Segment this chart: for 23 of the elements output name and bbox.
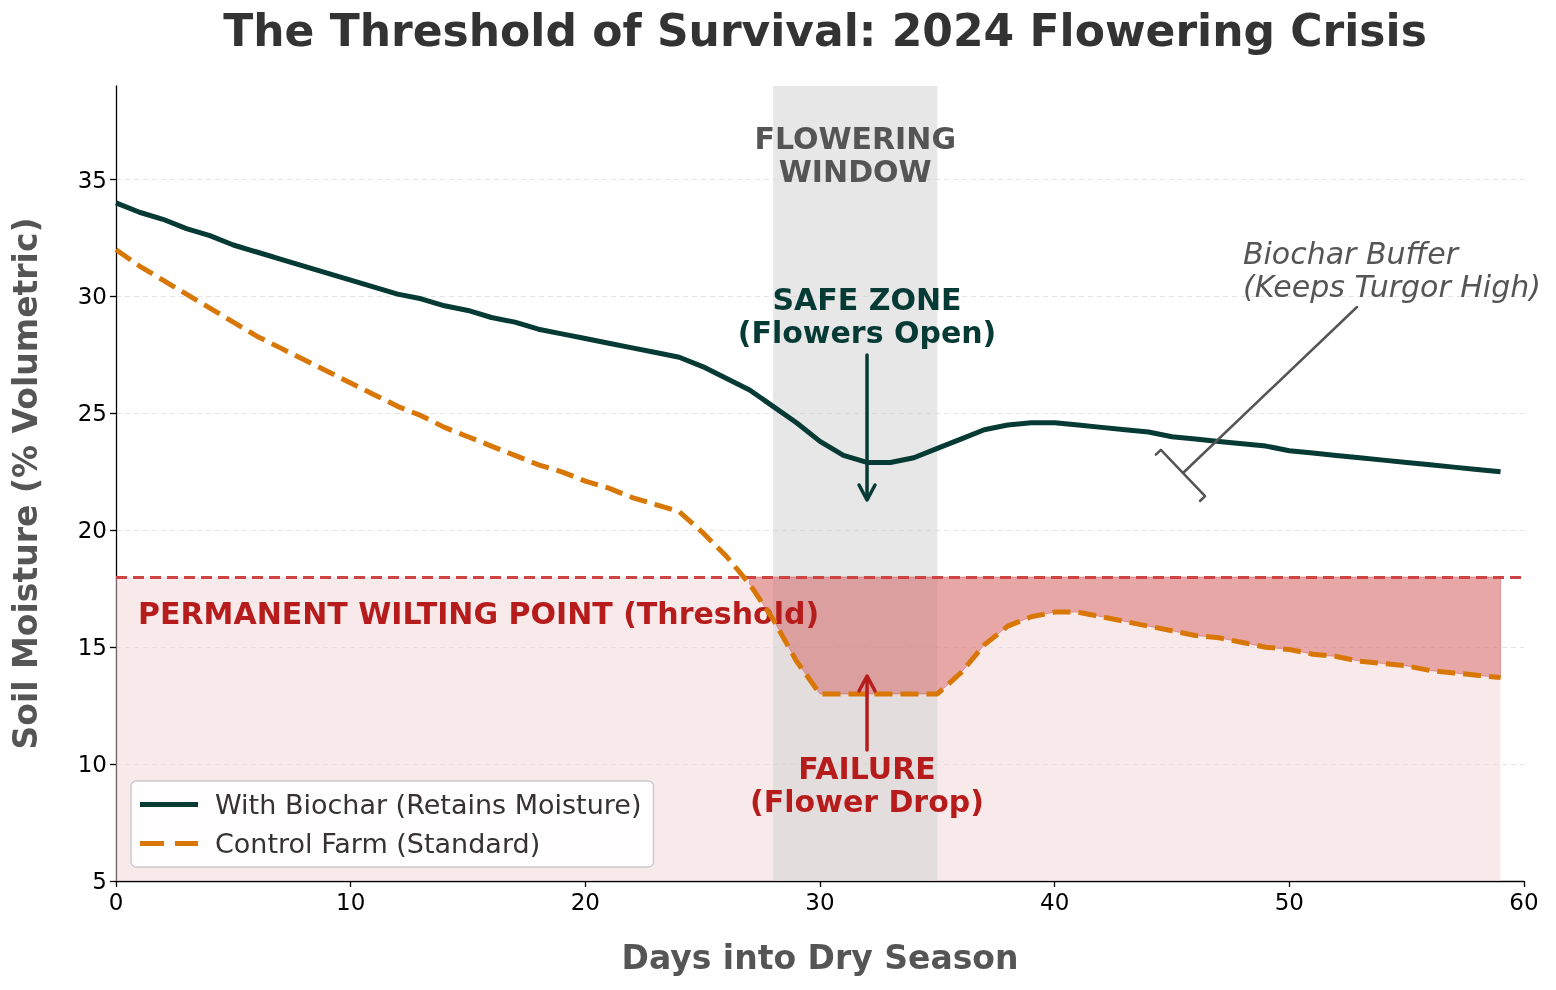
legend-label: Control Farm (Standard) (215, 828, 541, 859)
band-label: FLOWERING WINDOW (754, 121, 957, 189)
y-tick-label: 5 (92, 868, 107, 894)
legend-label: With Biochar (Retains Moisture) (215, 789, 642, 820)
y-tick-label: 20 (77, 517, 107, 544)
x-tick-label: 40 (1040, 888, 1070, 915)
y-tick-label: 25 (77, 400, 107, 427)
y-axis-title: Soil Moisture (% Volumetric) (6, 217, 45, 750)
annotation: FAILURE (Flower Drop) (750, 751, 984, 819)
x-tick-label: 60 (1509, 888, 1539, 915)
annotation: SAFE ZONE (Flowers Open) (737, 282, 997, 351)
x-tick-label: 10 (336, 888, 366, 915)
y-tick-label: 15 (77, 634, 107, 661)
y-tick-label: 35 (77, 166, 107, 193)
annotation: Biochar Buffer (Keeps Turgor High) (1242, 236, 1541, 305)
x-tick-label: 50 (1274, 888, 1304, 915)
x-tick-label: 0 (108, 888, 124, 915)
x-tick-label: 20 (570, 888, 600, 915)
x-tick-label: 30 (805, 888, 835, 915)
chart-title: The Threshold of Survival: 2024 Flowering Crisis (223, 4, 1427, 56)
y-tick-label: 30 (77, 283, 107, 310)
y-tick-label: 10 (77, 751, 107, 778)
x-axis-title: Days into Dry Season (621, 938, 1019, 977)
